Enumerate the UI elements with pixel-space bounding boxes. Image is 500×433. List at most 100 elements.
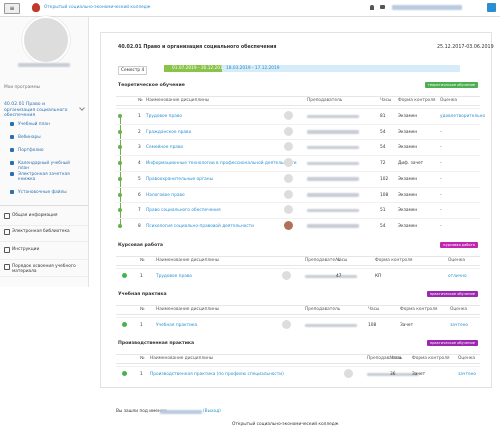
column-header: № [140, 307, 145, 312]
discipline[interactable]: Гражданское право [146, 129, 192, 135]
check-icon [122, 322, 127, 327]
row-divider [116, 123, 480, 125]
teacher-name [305, 274, 357, 278]
teacher-avatar [344, 369, 353, 378]
control-form: КП [375, 274, 382, 279]
column-header: Оценка [458, 356, 475, 361]
teacher-name [367, 372, 419, 376]
footer-text: Вы зашли под именем [116, 409, 167, 414]
timeline-dot [118, 223, 122, 228]
discipline[interactable]: Информационные технологии в профессионал… [146, 161, 297, 167]
column-header: Наименование дисциплины [150, 356, 214, 361]
discipline[interactable]: Трудовое право [146, 114, 182, 119]
discipline[interactable]: Психология социально-правовой деятельнос… [146, 223, 254, 229]
link-icon [4, 229, 10, 235]
program-link[interactable]: 40.02.01 Право и организация социального… [4, 102, 68, 118]
column-header: Преподаватель [305, 307, 341, 312]
section-badge: практическое обучение [426, 291, 478, 298]
hours: 47 [336, 274, 342, 279]
column-header: Оценка [448, 258, 465, 263]
menu-item[interactable]: Установочные файлы [18, 190, 67, 195]
logout-icon[interactable] [487, 3, 496, 12]
row-divider [116, 108, 480, 109]
section-title: Курсовая работа [118, 243, 163, 248]
sidebar-link[interactable]: Порядок освоения учебного материала [12, 264, 76, 275]
hours: 108 [368, 323, 377, 328]
teacher-avatar [284, 111, 293, 120]
sidebar-link[interactable]: Общая информация [12, 213, 58, 218]
bell-icon[interactable] [370, 5, 374, 10]
menu-item[interactable]: Календарный учебный план [18, 161, 70, 172]
column-header: Часы [380, 98, 392, 103]
column-header: Часы [390, 356, 402, 361]
section-title: Производственная практика [118, 341, 195, 346]
row-number: 8 [138, 223, 141, 229]
semester-select[interactable]: Семестр 4 [118, 66, 148, 76]
menu-item[interactable]: Электронная зачетная книжка [18, 172, 70, 183]
section-title: Теоретическое обучение [118, 83, 185, 88]
discipline[interactable]: Право социального обеспечения [146, 208, 221, 214]
column-header: Наименование дисциплины [146, 98, 210, 103]
row-divider [116, 170, 480, 172]
timeline-dot [118, 208, 122, 213]
teacher-name [307, 161, 359, 166]
column-header: Преподаватель [305, 258, 341, 263]
sidebar-link[interactable]: Электронная библиотека [12, 229, 70, 234]
grade: зачтено [450, 323, 469, 328]
menu-button[interactable]: ≡ [4, 3, 20, 14]
menu-item[interactable]: Учебный план [18, 122, 50, 127]
chat-icon[interactable] [380, 5, 385, 9]
teacher-avatar [284, 126, 293, 136]
row-divider [116, 217, 480, 219]
date-range[interactable]: 18.03.2019 - 17.12.2019 [222, 65, 460, 73]
control-form: Диф. зачет [398, 161, 424, 167]
column-header: Часы [368, 307, 380, 312]
divider [0, 276, 88, 277]
row-divider [116, 317, 480, 318]
section-badge: практическое обучение [426, 340, 478, 347]
teacher-name [307, 114, 359, 118]
timeline-dot [118, 176, 122, 181]
column-header: Преподаватель [367, 356, 403, 361]
discipline[interactable]: Производственная практика (по профилю сп… [150, 372, 284, 377]
control-form: Зачет [412, 372, 426, 377]
discipline[interactable]: Правоохранительные органы [146, 176, 213, 182]
hours: 72 [380, 161, 386, 167]
timeline-dot [118, 114, 122, 118]
date-range-active[interactable]: 01.07.2019 - 30.12.2019 [164, 65, 234, 73]
discipline[interactable]: Трудовое право [156, 274, 192, 279]
hours: 54 [380, 145, 386, 151]
menu-icon [10, 148, 14, 152]
grade: - [440, 192, 442, 198]
sidebar-link[interactable]: Инструкции [12, 247, 40, 252]
program-period: 25.12.2017-03.06.2019 [437, 45, 494, 50]
column-header: Форма контроля [400, 307, 438, 312]
discipline[interactable]: Налоговое право [146, 192, 185, 198]
menu-icon [10, 161, 14, 165]
divider [0, 205, 88, 206]
menu-item[interactable]: Вебинары [18, 135, 41, 140]
top-bar [0, 0, 500, 17]
row-number: 2 [138, 129, 141, 135]
teacher-avatar [282, 320, 291, 329]
row-number: 5 [138, 176, 141, 182]
column-header: Форма контроля [398, 98, 436, 103]
discipline[interactable]: Семейное право [146, 145, 184, 151]
column-header: Оценка [450, 307, 467, 312]
control-form: Экзамен [398, 223, 418, 229]
college-name[interactable]: Открытый социально-экономический колледж [44, 5, 151, 10]
column-header: № [140, 258, 145, 263]
column-header: № [138, 98, 143, 103]
table-header-bg [116, 354, 480, 364]
teacher-name [307, 208, 359, 213]
grade: - [440, 176, 442, 182]
footer-user [160, 410, 202, 414]
menu-item[interactable]: Портфолио [18, 148, 44, 153]
hours: 102 [380, 176, 389, 182]
logout-link[interactable]: (Выход) [203, 409, 221, 414]
table-header-bg [116, 96, 480, 106]
menu-icon [10, 122, 14, 126]
discipline[interactable]: Учебная практика [156, 323, 198, 328]
hours: 108 [380, 192, 389, 198]
